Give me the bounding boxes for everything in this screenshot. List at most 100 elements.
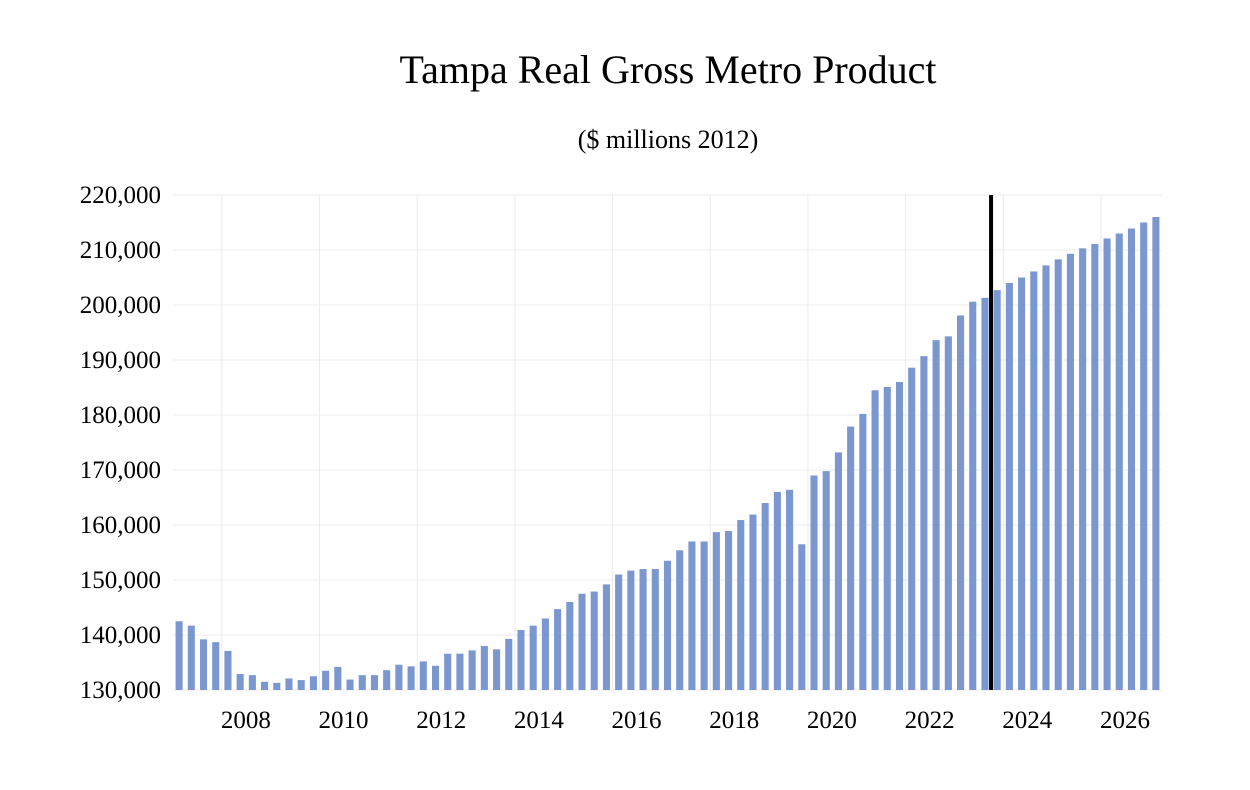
bar bbox=[1054, 259, 1062, 690]
bar bbox=[688, 541, 696, 690]
bar bbox=[285, 678, 293, 690]
bar bbox=[786, 489, 794, 690]
bar bbox=[602, 584, 610, 690]
bar bbox=[993, 290, 1001, 690]
bar bbox=[395, 664, 403, 690]
bar bbox=[847, 426, 855, 690]
y-tick-label: 180,000 bbox=[80, 402, 161, 429]
bar bbox=[798, 544, 806, 690]
bar bbox=[358, 675, 366, 690]
bar bbox=[834, 452, 842, 690]
axes: 130,000 140,000 150,000 160,000 170,000 180,0… bbox=[80, 182, 1150, 734]
bar bbox=[1103, 238, 1111, 690]
bar bbox=[480, 646, 488, 690]
bar bbox=[883, 386, 891, 690]
bar bbox=[236, 674, 244, 690]
bar bbox=[908, 367, 916, 690]
y-tick-label: 150,000 bbox=[80, 567, 161, 594]
bar bbox=[187, 625, 195, 690]
bar bbox=[505, 638, 513, 690]
x-tick-label: 2018 bbox=[709, 707, 759, 734]
bar bbox=[981, 297, 989, 690]
bar bbox=[578, 593, 586, 690]
y-tick-label: 170,000 bbox=[80, 457, 161, 484]
bar bbox=[663, 560, 672, 690]
bar bbox=[956, 315, 965, 690]
y-tick-label: 130,000 bbox=[80, 677, 161, 704]
x-tick-label: 2014 bbox=[514, 707, 565, 734]
bar bbox=[383, 670, 391, 690]
bar bbox=[1152, 217, 1160, 690]
bar bbox=[468, 650, 476, 690]
bar bbox=[651, 569, 659, 690]
bar bbox=[541, 618, 549, 690]
bar bbox=[1127, 228, 1136, 691]
bar bbox=[761, 503, 769, 690]
bar bbox=[419, 661, 427, 690]
bar bbox=[322, 670, 330, 690]
bar bbox=[261, 681, 269, 690]
bar bbox=[712, 532, 720, 690]
y-tick-label: 140,000 bbox=[80, 622, 161, 649]
bar bbox=[309, 676, 317, 690]
bar bbox=[1018, 277, 1026, 690]
chart-title: Tampa Real Gross Metro Product bbox=[399, 47, 937, 92]
bars bbox=[175, 217, 1160, 691]
bar bbox=[810, 475, 818, 690]
bar bbox=[199, 639, 208, 690]
bar bbox=[456, 653, 464, 690]
x-tick-label: 2024 bbox=[1002, 707, 1053, 734]
chart-subtitle: ($ millions 2012) bbox=[577, 125, 759, 154]
bar bbox=[773, 492, 781, 690]
bar bbox=[212, 642, 220, 690]
y-tick-label: 190,000 bbox=[80, 347, 161, 374]
bar bbox=[224, 650, 232, 690]
bar bbox=[944, 336, 952, 690]
x-tick-label: 2008 bbox=[221, 707, 271, 734]
bar bbox=[1030, 271, 1038, 690]
bar bbox=[700, 541, 708, 690]
bar bbox=[248, 675, 256, 690]
bar bbox=[871, 390, 879, 690]
bar bbox=[566, 602, 574, 690]
x-tick-label: 2022 bbox=[905, 707, 955, 734]
bar bbox=[627, 570, 635, 690]
x-tick-label: 2020 bbox=[807, 707, 857, 734]
bar bbox=[615, 574, 623, 690]
y-tick-label: 210,000 bbox=[80, 237, 161, 264]
bar bbox=[370, 675, 379, 690]
bar bbox=[1115, 233, 1123, 690]
bar bbox=[932, 340, 940, 690]
bar bbox=[297, 680, 305, 690]
bar bbox=[895, 382, 904, 690]
bar bbox=[1091, 243, 1099, 690]
bar bbox=[334, 666, 342, 690]
x-tick-label: 2026 bbox=[1100, 707, 1150, 734]
bar bbox=[431, 665, 440, 690]
bar bbox=[273, 682, 281, 690]
bar bbox=[554, 609, 562, 690]
bar bbox=[346, 679, 354, 690]
x-tick-label: 2010 bbox=[319, 707, 369, 734]
bar bbox=[920, 356, 928, 690]
bar bbox=[1005, 283, 1013, 690]
bar bbox=[493, 649, 501, 690]
bar bbox=[407, 666, 415, 690]
bar bbox=[859, 413, 867, 690]
bar bbox=[590, 591, 598, 690]
bar bbox=[529, 625, 537, 690]
x-tick-label: 2012 bbox=[416, 707, 466, 734]
x-tick-label: 2016 bbox=[612, 707, 662, 734]
y-tick-label: 200,000 bbox=[80, 292, 161, 319]
bar bbox=[749, 514, 757, 690]
bar bbox=[517, 630, 525, 690]
bar bbox=[969, 301, 977, 690]
y-tick-label: 160,000 bbox=[80, 512, 161, 539]
bar bbox=[175, 621, 183, 690]
bar bbox=[1042, 265, 1050, 690]
bar bbox=[822, 471, 830, 690]
bar bbox=[1066, 253, 1074, 690]
bar bbox=[639, 569, 647, 690]
bar bbox=[725, 531, 733, 690]
